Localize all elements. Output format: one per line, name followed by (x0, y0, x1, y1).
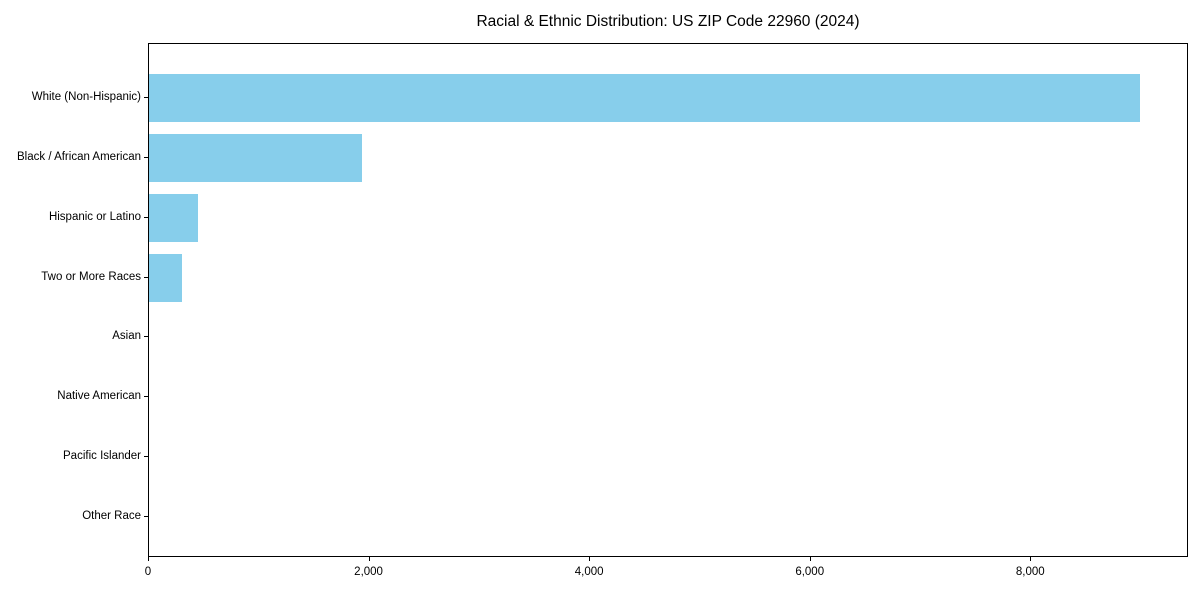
y-axis-label: Two or More Races (41, 270, 141, 283)
x-axis-label: 2,000 (354, 566, 383, 578)
y-tick (144, 97, 148, 98)
y-axis-label: Hispanic or Latino (48, 210, 141, 223)
y-tick (144, 276, 148, 278)
x-tick (148, 557, 149, 561)
x-tick (809, 557, 811, 561)
y-axis-label: Native American (57, 390, 141, 403)
x-tick (1030, 557, 1032, 561)
bar (149, 133, 362, 182)
y-axis-label: Other Race (82, 510, 141, 523)
x-axis-label: 8,000 (1015, 566, 1045, 578)
y-tick (144, 216, 148, 218)
x-axis-label: 6,000 (795, 566, 825, 578)
y-axis-label: Pacific Islander (63, 450, 141, 463)
plot-area (148, 43, 1188, 557)
y-tick (144, 456, 148, 458)
chart-title: Racial & Ethnic Distribution: US ZIP Cod… (476, 13, 860, 30)
x-axis-label: 0 (144, 566, 152, 578)
y-tick (144, 396, 148, 398)
y-axis-label: White (Non-Hispanic) (31, 91, 141, 103)
y-tick (144, 156, 148, 158)
x-tick (589, 557, 591, 561)
y-axis-label: Asian (112, 330, 141, 343)
bars-layer (149, 44, 1187, 556)
bar (149, 193, 199, 242)
x-axis-label: 4,000 (574, 566, 604, 578)
y-axis-label: Black / African American (17, 150, 141, 163)
y-tick (144, 336, 148, 338)
x-tick (368, 557, 370, 561)
y-tick (144, 516, 148, 518)
bar (149, 74, 1140, 122)
bar (149, 253, 182, 302)
